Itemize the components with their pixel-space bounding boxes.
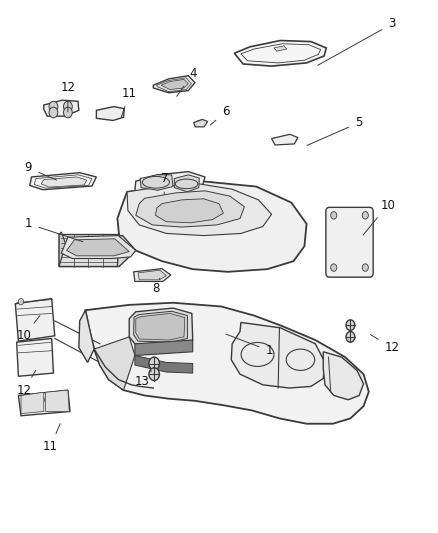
Text: 1: 1	[226, 334, 273, 357]
Text: 9: 9	[25, 161, 57, 180]
Circle shape	[331, 264, 337, 271]
Polygon shape	[59, 236, 136, 266]
Polygon shape	[161, 79, 188, 90]
Text: 3: 3	[318, 18, 396, 65]
Polygon shape	[134, 311, 187, 342]
Polygon shape	[17, 338, 53, 376]
Polygon shape	[140, 175, 173, 190]
Polygon shape	[134, 269, 171, 281]
Circle shape	[331, 212, 337, 219]
Text: 10: 10	[363, 199, 395, 235]
Text: 8: 8	[152, 278, 160, 295]
Polygon shape	[41, 177, 87, 187]
Polygon shape	[135, 172, 205, 197]
Circle shape	[149, 368, 159, 381]
Polygon shape	[174, 175, 199, 192]
Polygon shape	[157, 78, 191, 92]
Polygon shape	[21, 392, 44, 414]
Circle shape	[64, 107, 72, 118]
Circle shape	[362, 212, 368, 219]
Polygon shape	[61, 236, 136, 259]
Text: 12: 12	[370, 335, 399, 354]
Circle shape	[49, 101, 58, 112]
Circle shape	[23, 396, 31, 406]
Polygon shape	[129, 308, 193, 345]
Circle shape	[18, 298, 24, 305]
FancyBboxPatch shape	[326, 207, 373, 277]
Polygon shape	[135, 356, 193, 373]
Text: 11: 11	[43, 424, 60, 453]
Polygon shape	[30, 173, 96, 190]
Polygon shape	[18, 390, 70, 416]
Polygon shape	[136, 313, 185, 340]
Polygon shape	[323, 352, 364, 400]
Polygon shape	[46, 390, 69, 411]
Circle shape	[64, 101, 72, 112]
Text: 4: 4	[177, 67, 197, 96]
Polygon shape	[94, 337, 135, 390]
Polygon shape	[67, 239, 129, 256]
Polygon shape	[153, 76, 195, 93]
Text: 11: 11	[121, 87, 137, 117]
Polygon shape	[59, 235, 119, 266]
Polygon shape	[194, 119, 208, 127]
Polygon shape	[44, 100, 79, 116]
Text: 7: 7	[160, 172, 168, 195]
Polygon shape	[15, 298, 55, 341]
Circle shape	[48, 394, 56, 403]
Circle shape	[58, 393, 66, 403]
Polygon shape	[117, 181, 307, 272]
Polygon shape	[79, 310, 94, 362]
Polygon shape	[136, 191, 244, 227]
Text: 12: 12	[60, 82, 75, 112]
Polygon shape	[59, 232, 66, 266]
Polygon shape	[155, 199, 223, 223]
Text: 10: 10	[17, 316, 40, 342]
Polygon shape	[272, 134, 298, 145]
Circle shape	[36, 395, 44, 405]
Polygon shape	[231, 322, 325, 388]
Circle shape	[362, 264, 368, 271]
Polygon shape	[96, 107, 124, 120]
Text: 5: 5	[307, 116, 363, 146]
Circle shape	[49, 107, 58, 118]
Polygon shape	[274, 46, 287, 51]
Polygon shape	[135, 340, 193, 356]
Text: 1: 1	[25, 217, 83, 241]
Circle shape	[149, 357, 159, 370]
Text: 6: 6	[210, 106, 230, 125]
Polygon shape	[234, 41, 326, 66]
Text: 12: 12	[17, 370, 36, 397]
Text: 13: 13	[135, 371, 152, 387]
Circle shape	[346, 320, 355, 330]
Circle shape	[346, 332, 355, 342]
Polygon shape	[127, 184, 272, 236]
Polygon shape	[138, 270, 166, 280]
Polygon shape	[85, 303, 369, 424]
